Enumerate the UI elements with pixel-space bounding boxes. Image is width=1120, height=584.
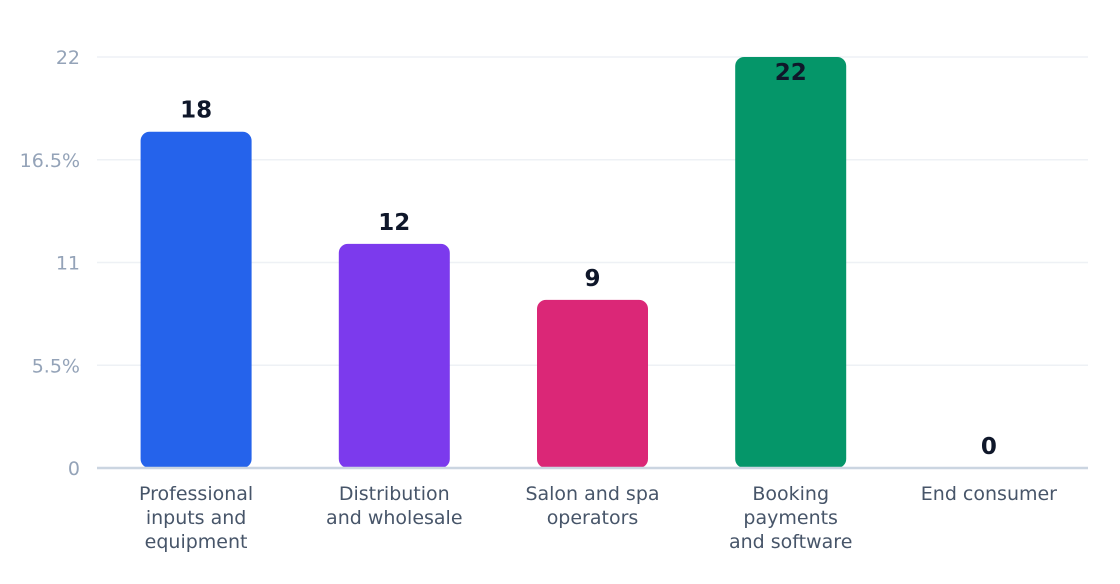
x-category-label-line: Booking xyxy=(752,483,829,505)
value-labels: 18 12 9 22 0 xyxy=(180,60,997,460)
x-category-label-line: Professional xyxy=(139,483,253,505)
bar-value-label: 9 xyxy=(584,266,600,292)
bar xyxy=(537,299,648,468)
x-category-label: Booking payments and software xyxy=(729,483,852,553)
x-category-label: Salon and spa operators xyxy=(525,483,659,529)
y-tick-label: 0 xyxy=(68,458,80,480)
bar-value-label: 12 xyxy=(378,210,410,236)
x-category-label-line: inputs and xyxy=(146,507,247,529)
y-tick-label: 22 xyxy=(56,47,80,69)
x-category-label-line: operators xyxy=(547,507,639,529)
y-axis-ticks: 0 5.5% 11 16.5% 22 xyxy=(20,47,80,480)
x-category-label-line: Salon and spa xyxy=(525,483,659,505)
x-category-label-line: Distribution xyxy=(339,483,450,505)
x-category-label: Professional inputs and equipment xyxy=(139,483,253,553)
y-tick-label: 11 xyxy=(56,253,80,275)
bar xyxy=(140,131,252,468)
bars xyxy=(140,57,847,468)
y-tick-label: 16.5% xyxy=(20,150,80,172)
bar-value-label: 22 xyxy=(775,60,807,86)
x-axis-labels: Professional inputs and equipment Distribut… xyxy=(139,483,1057,553)
y-tick-label: 5.5% xyxy=(32,355,80,377)
bar-value-label: 0 xyxy=(981,434,997,460)
bar xyxy=(338,243,450,468)
bar-value-label: 18 xyxy=(180,98,212,124)
x-category-label-line: End consumer xyxy=(921,483,1057,505)
x-category-label-line: and software xyxy=(729,531,852,553)
x-category-label: End consumer xyxy=(921,483,1057,505)
x-category-label: Distribution and wholesale xyxy=(326,483,462,529)
bar xyxy=(735,57,847,468)
x-category-label-line: equipment xyxy=(145,531,248,553)
x-category-label-line: payments xyxy=(743,507,838,529)
x-category-label-line: and wholesale xyxy=(326,507,462,529)
